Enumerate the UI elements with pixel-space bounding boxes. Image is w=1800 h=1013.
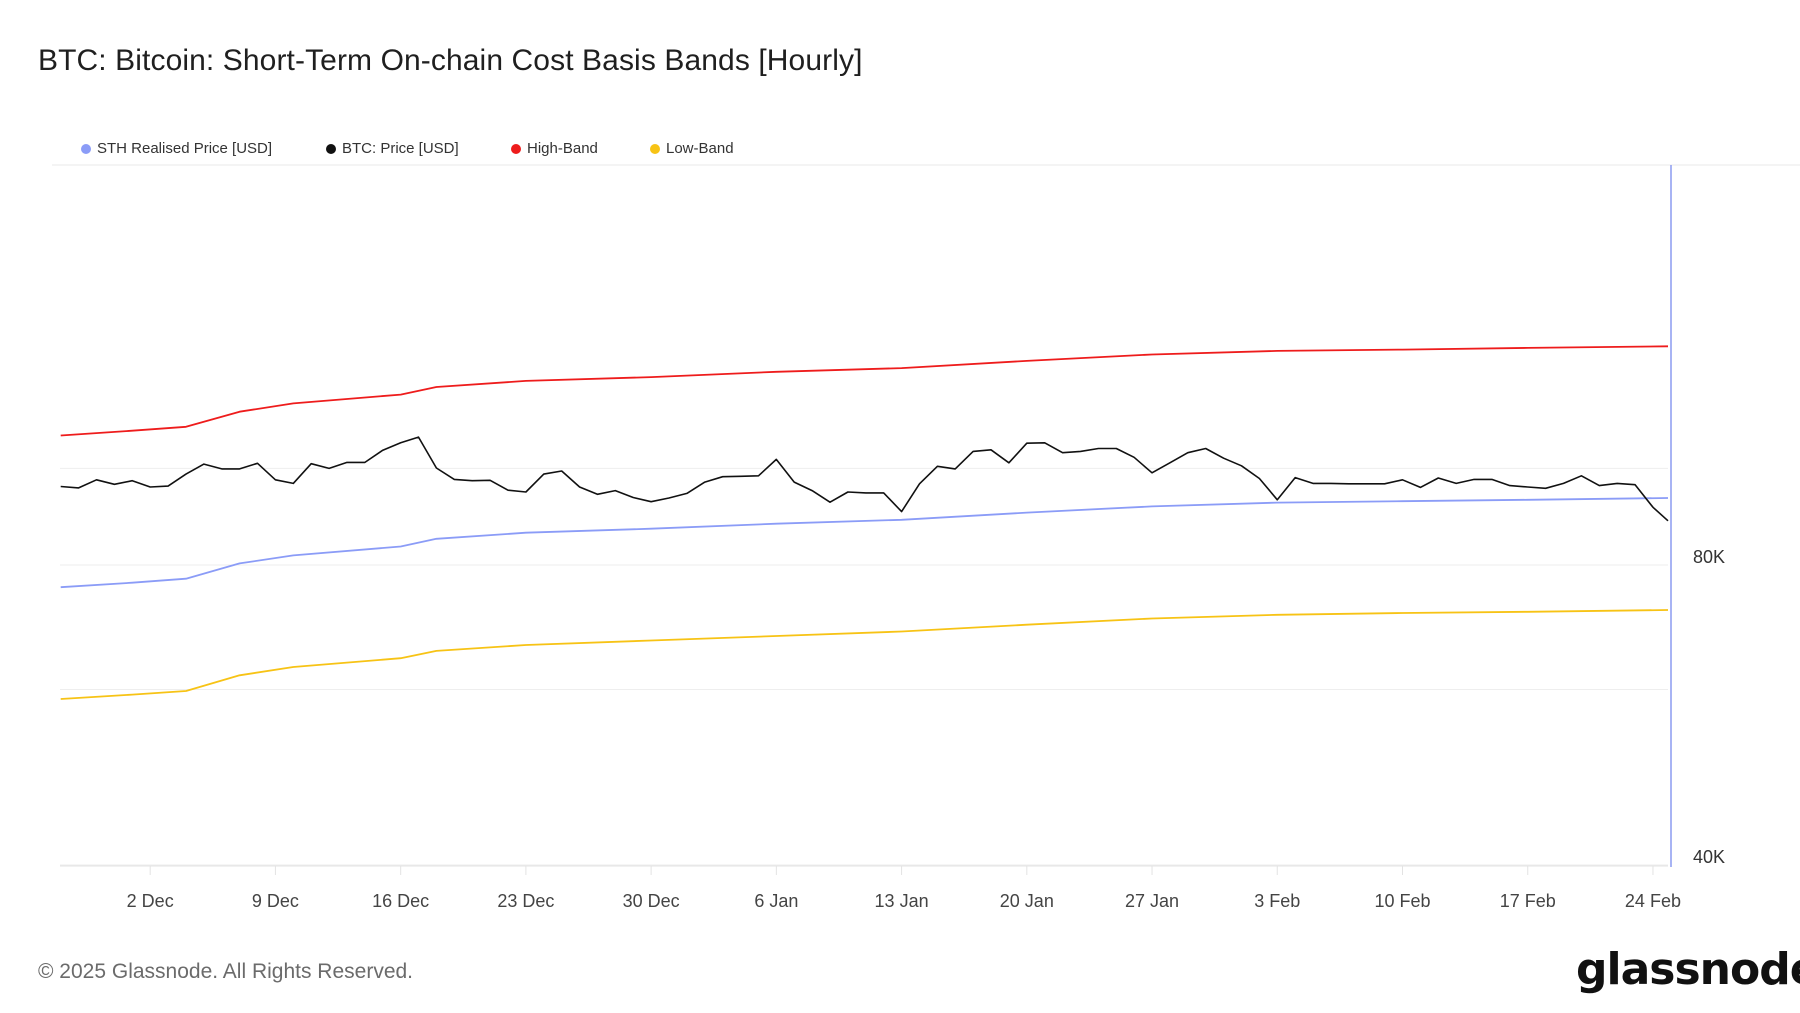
x-tick-label: 30 Dec — [623, 891, 680, 911]
y-tick-label: 80K — [1693, 547, 1725, 567]
legend-label: STH Realised Price [USD] — [97, 140, 273, 157]
legend-item-high-band[interactable]: High-Band — [511, 140, 598, 157]
series-line-high-band — [60, 345, 1669, 437]
legend-item-low-band[interactable]: Low-Band — [650, 140, 734, 157]
y-tick-label: 40K — [1693, 847, 1725, 867]
x-tick-label: 13 Jan — [875, 891, 929, 911]
x-tick-label: 17 Feb — [1500, 891, 1556, 911]
legend-item-sth[interactable]: STH Realised Price [USD] — [81, 140, 272, 157]
x-tick-label: 23 Dec — [497, 891, 554, 911]
legend-label: BTC: Price [USD] — [342, 140, 459, 157]
series-line-sth-realised-price-usd — [60, 497, 1669, 589]
legend-label: Low-Band — [666, 140, 734, 157]
legend-dot-icon — [650, 143, 660, 154]
x-tick-label: 16 Dec — [372, 891, 429, 911]
x-tick-label: 24 Feb — [1625, 891, 1681, 911]
x-tick-label: 2 Dec — [127, 891, 174, 911]
series-line-btc-price-usd — [60, 436, 1669, 522]
x-tick-label: 27 Jan — [1125, 891, 1179, 911]
series-line-low-band — [60, 609, 1669, 700]
legend-dot-icon — [81, 143, 91, 154]
x-tick-label: 6 Jan — [754, 891, 798, 911]
x-tick-label: 10 Feb — [1374, 891, 1430, 911]
legend-dot-icon — [326, 143, 336, 154]
copyright: © 2025 Glassnode. All Rights Reserved. — [38, 960, 414, 983]
x-tick-label: 9 Dec — [252, 891, 299, 911]
legend-label: High-Band — [527, 140, 598, 157]
x-tick-label: 3 Feb — [1254, 891, 1300, 911]
glassnode-logo: glassnode — [1576, 944, 1800, 995]
chart-title: BTC: Bitcoin: Short-Term On-chain Cost B… — [38, 44, 863, 77]
legend-item-btc-price[interactable]: BTC: Price [USD] — [326, 140, 459, 157]
x-tick-label: 20 Jan — [1000, 891, 1054, 911]
legend-dot-icon — [511, 143, 521, 154]
